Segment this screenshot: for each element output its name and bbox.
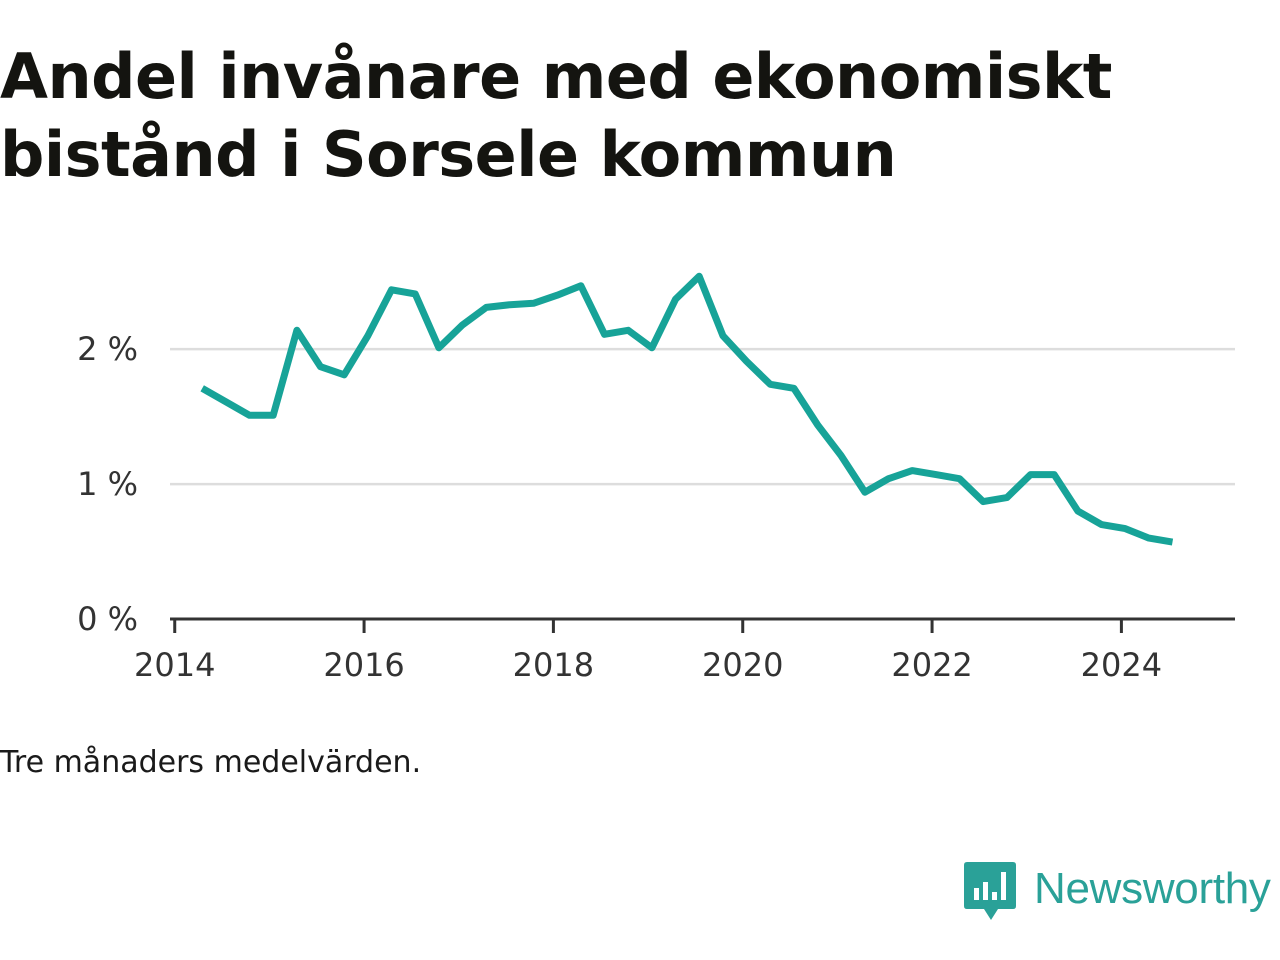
brand-name: Newsworthy <box>1034 864 1271 913</box>
y-tick-label: 2 % <box>77 330 138 368</box>
x-tick-label: 2018 <box>513 646 594 684</box>
y-tick-label: 0 % <box>77 600 138 638</box>
x-tick-label: 2014 <box>134 646 215 684</box>
x-tick-label: 2024 <box>1081 646 1162 684</box>
y-tick-label: 1 % <box>77 465 138 503</box>
y-axis-labels: 0 % 1 % 2 % <box>77 330 138 638</box>
line-chart: 0 % 1 % 2 % 2014 2016 2018 2020 2022 2024 <box>77 272 1235 684</box>
x-tick-label: 2016 <box>323 646 404 684</box>
series-line <box>200 272 1174 546</box>
x-axis <box>170 617 1235 633</box>
chart-note: Tre månaders medelvärden. <box>0 745 422 780</box>
newsworthy-logo-icon <box>964 862 1016 920</box>
chart-title: Andel invånare med ekonomiskt bistånd i … <box>0 40 1112 191</box>
series-layer <box>200 272 1174 546</box>
x-tick-label: 2022 <box>891 646 972 684</box>
x-tick-label: 2020 <box>702 646 783 684</box>
newsworthy-brand[interactable]: Newsworthy <box>964 862 1271 926</box>
x-axis-labels: 2014 2016 2018 2020 2022 2024 <box>134 646 1162 684</box>
